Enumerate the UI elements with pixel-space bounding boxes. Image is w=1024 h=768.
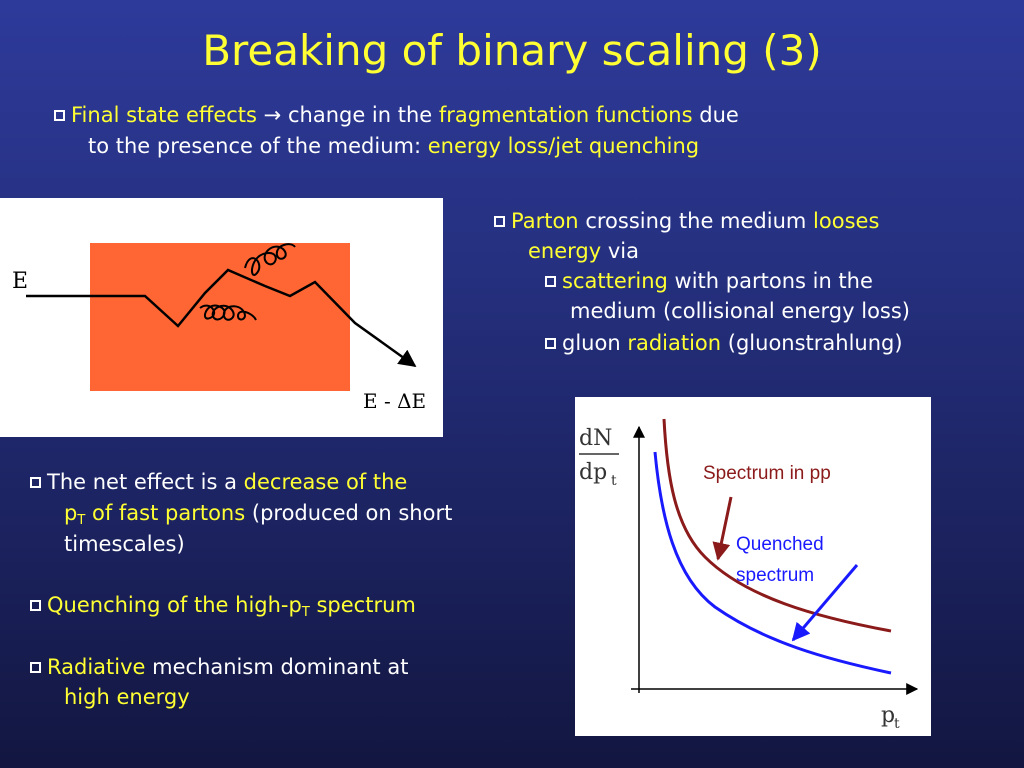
parton-diagram: E E - ΔE	[12, 243, 426, 413]
bullet-scattering-line2: medium (collisional energy loss)	[570, 296, 910, 326]
checkbox-bullet-icon	[545, 276, 556, 287]
pp-spectrum-curve	[662, 418, 892, 633]
presence-text: to the presence of the medium:	[88, 134, 422, 158]
timescales-text: timescales)	[64, 532, 185, 556]
fragmentation-text: fragmentation functions	[438, 103, 693, 127]
arrow-right-icon: →	[263, 103, 282, 127]
parton-diagram-panel: E E - ΔE	[0, 198, 443, 437]
bullet-scattering: scattering with partons in the	[545, 266, 873, 296]
gluonstrahlung-text: (gluonstrahlung)	[727, 331, 903, 355]
quenched-spectrum-curve	[653, 451, 892, 675]
bullet-parton: Parton crossing the medium looses	[494, 206, 879, 236]
decrease-text: decrease of the	[243, 470, 408, 494]
energy-out-label: E - ΔE	[363, 389, 426, 413]
checkbox-bullet-icon	[30, 477, 41, 488]
bullet-net-effect: The net effect is a decrease of the	[30, 467, 407, 497]
ylabel-denominator: dp	[579, 460, 607, 485]
collisional-text: medium (collisional energy loss)	[570, 299, 910, 323]
gluon-lower-icon	[199, 304, 257, 321]
gluon-text: gluon	[562, 331, 621, 355]
scattering-text: scattering	[562, 269, 668, 293]
xlabel-subscript: t	[894, 716, 900, 732]
due-text: due	[699, 103, 739, 127]
fast-partons-text: of fast partons	[91, 501, 246, 525]
checkbox-bullet-icon	[54, 110, 65, 121]
change-text: change in the	[287, 103, 433, 127]
bullet-quenching: Quenching of the high-pT spectrum	[30, 590, 416, 628]
bullet-final-state: Final state effects → change in the frag…	[54, 100, 739, 130]
label-quenched-1: Quenched	[736, 534, 824, 555]
label-quenched-2: spectrum	[736, 565, 814, 586]
xlabel: p	[881, 703, 895, 728]
checkbox-bullet-icon	[494, 216, 505, 227]
quenching-sub: T	[301, 605, 310, 620]
page-title: Breaking of binary scaling (3)	[202, 26, 822, 75]
ylabel-numerator: dN	[579, 426, 612, 451]
radiative-text: Radiative	[47, 655, 146, 679]
pt-sub: T	[77, 513, 86, 528]
parton-text: Parton	[511, 209, 579, 233]
quenched-arrow	[791, 564, 859, 642]
final-state-effects-text: Final state effects	[71, 103, 257, 127]
bullet-net-effect-line2: pT of fast partons (produced on short	[64, 498, 452, 536]
bullet-final-state-line2: to the presence of the medium: energy lo…	[88, 131, 699, 161]
bullet-net-effect-line3: timescales)	[64, 529, 185, 559]
checkbox-bullet-icon	[545, 338, 556, 349]
energy-in-label: E	[12, 269, 28, 294]
via-text: via	[607, 239, 639, 263]
produced-text: (produced on short	[251, 501, 453, 525]
label-spectrum-pp: Spectrum in pp	[703, 463, 831, 484]
crossing-text: crossing the medium	[585, 209, 807, 233]
gluon-upper-icon	[244, 243, 296, 277]
checkbox-bullet-icon	[30, 662, 41, 673]
checkbox-bullet-icon	[30, 600, 41, 611]
spectrum-text: spectrum	[316, 593, 416, 617]
with-partons-text: with partons in the	[674, 269, 873, 293]
pp-arrow	[712, 496, 733, 561]
spectrum-plot-panel: dN dp t p t Spectrum in pp Quenched spec…	[575, 397, 931, 736]
parton-path	[26, 268, 417, 368]
energy-text: energy	[528, 239, 602, 263]
bullet-radiative-line2: high energy	[64, 682, 190, 712]
spectrum-plot: dN dp t p t Spectrum in pp Quenched spec…	[579, 418, 919, 732]
energy-loss-text: energy loss/jet quenching	[427, 134, 700, 158]
looses-text: looses	[813, 209, 880, 233]
mechanism-text: mechanism dominant at	[152, 655, 409, 679]
net-effect-text: The net effect is a	[47, 470, 237, 494]
bullet-radiation: gluon radiation (gluonstrahlung)	[545, 328, 903, 358]
ylabel-subscript: t	[611, 473, 617, 489]
bullet-parton-line2: energy via	[528, 236, 639, 266]
radiation-text: radiation	[627, 331, 722, 355]
pt-text: p	[64, 501, 78, 525]
medium-rect	[90, 243, 350, 391]
quenching-text: Quenching of the high-p	[47, 593, 302, 617]
high-energy-text: high energy	[64, 685, 190, 709]
bullet-radiative: Radiative mechanism dominant at	[30, 652, 408, 682]
